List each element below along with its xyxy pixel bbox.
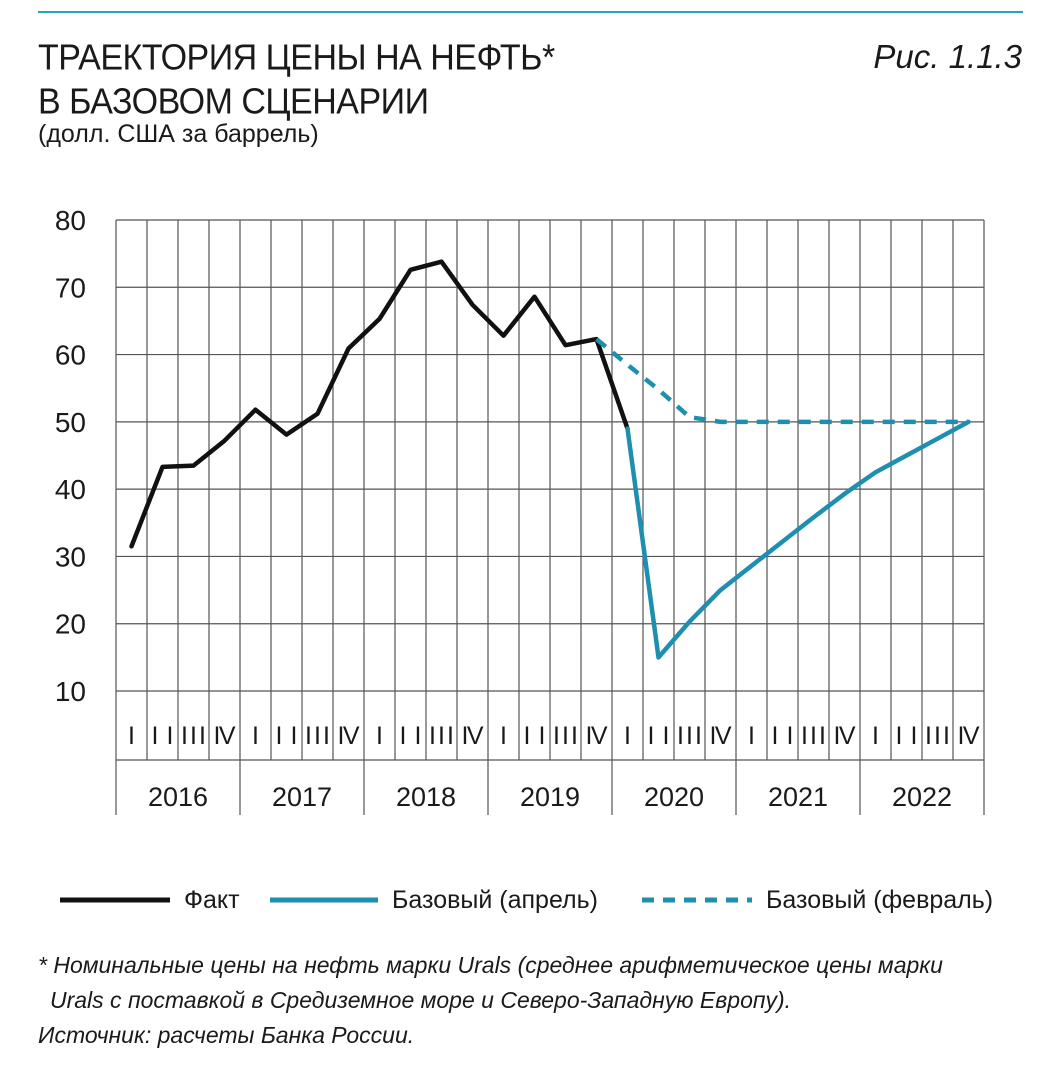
legend-item-baseline-april: Базовый (апрель) xyxy=(270,878,598,922)
x-tick-label-quarter: III xyxy=(553,722,578,750)
x-tick-label-quarter: IV xyxy=(710,722,732,750)
x-tick-label-quarter: III xyxy=(305,722,330,750)
x-tick-label-quarter: III xyxy=(801,722,826,750)
x-tick-label-quarter: II xyxy=(896,722,918,750)
x-tick-label-quarter: III xyxy=(429,722,454,750)
y-tick-label: 40 xyxy=(55,474,86,505)
x-tick-label-quarter: IV xyxy=(834,722,856,750)
legend-label-fact: Факт xyxy=(184,885,240,914)
chart-title-line-1: ТРАЕКТОРИЯ ЦЕНЫ НА НЕФТЬ* xyxy=(38,38,555,78)
x-tick-label-quarter: I xyxy=(748,722,755,750)
x-tick-label-year: 2020 xyxy=(644,782,704,812)
legend-swatch-baseline-april xyxy=(270,897,378,903)
x-tick-label-quarter: II xyxy=(524,722,546,750)
x-tick-label-quarter: I xyxy=(500,722,507,750)
x-tick-label-quarter: II xyxy=(276,722,298,750)
legend-item-baseline-february: Базовый (февраль) xyxy=(640,878,993,922)
header-rule xyxy=(38,11,1023,13)
x-tick-label-quarter: I xyxy=(624,722,631,750)
source-note: Источник: расчеты Банка России. xyxy=(38,1022,415,1048)
x-tick-label-quarter: IV xyxy=(214,722,236,750)
x-tick-label-quarter: IV xyxy=(462,722,484,750)
x-tick-label-quarter: IV xyxy=(586,722,608,750)
x-tick-label-quarter: II xyxy=(648,722,670,750)
x-tick-label-quarter: I xyxy=(376,722,383,750)
series-line-2 xyxy=(595,337,969,425)
x-tick-label-quarter: III xyxy=(925,722,950,750)
legend-swatch-fact xyxy=(60,897,170,903)
x-tick-label-quarter: IV xyxy=(958,722,980,750)
x-tick-label-year: 2019 xyxy=(520,782,580,812)
x-tick-label-year: 2017 xyxy=(272,782,332,812)
x-tick-label-year: 2021 xyxy=(768,782,828,812)
legend-item-fact: Факт xyxy=(60,878,240,922)
legend-swatch-baseline-february xyxy=(642,897,752,903)
y-tick-label: 30 xyxy=(55,541,86,572)
x-tick-label-quarter: III xyxy=(677,722,702,750)
figure-number: Рис. 1.1.3 xyxy=(873,38,1022,75)
x-tick-label-quarter: II xyxy=(400,722,422,750)
legend-label-baseline-april: Базовый (апрель) xyxy=(392,885,598,914)
x-tick-label-quarter: I xyxy=(128,722,135,750)
x-tick-label-quarter: III xyxy=(181,722,206,750)
chart-legend: Факт Базовый (апрель) Базовый (февраль) xyxy=(0,878,1062,922)
footnote-line-2: Urals с поставкой в Средиземное море и С… xyxy=(50,987,792,1013)
footnotes: * Номинальные цены на нефть марки Urals … xyxy=(38,948,943,1053)
x-tick-label-quarter: II xyxy=(152,722,174,750)
x-tick-label-quarter: I xyxy=(872,722,879,750)
x-tick-label-year: 2022 xyxy=(892,782,952,812)
series-line-0 xyxy=(129,259,630,549)
chart-title: ТРАЕКТОРИЯ ЦЕНЫ НА НЕФТЬ* В БАЗОВОМ СЦЕН… xyxy=(38,36,555,124)
y-tick-label: 50 xyxy=(55,407,86,438)
x-tick-label-quarter: I xyxy=(252,722,259,750)
chart-subtitle: (долл. США за баррель) xyxy=(38,120,319,148)
series-line-1 xyxy=(625,419,971,660)
x-tick-label-year: 2016 xyxy=(148,782,208,812)
footnote-line-1: * Номинальные цены на нефть марки Urals … xyxy=(38,952,943,978)
legend-label-baseline-february: Базовый (февраль) xyxy=(766,885,994,914)
y-tick-label: 80 xyxy=(55,205,86,236)
chart-title-line-2: В БАЗОВОМ СЦЕНАРИИ xyxy=(38,82,429,123)
x-tick-label-year: 2018 xyxy=(396,782,456,812)
x-tick-label-quarter: II xyxy=(772,722,794,750)
y-tick-label: 70 xyxy=(55,272,86,303)
y-tick-label: 60 xyxy=(55,340,86,371)
y-tick-label: 20 xyxy=(55,609,86,640)
y-tick-label: 10 xyxy=(55,676,86,707)
x-tick-label-quarter: IV xyxy=(338,722,360,750)
